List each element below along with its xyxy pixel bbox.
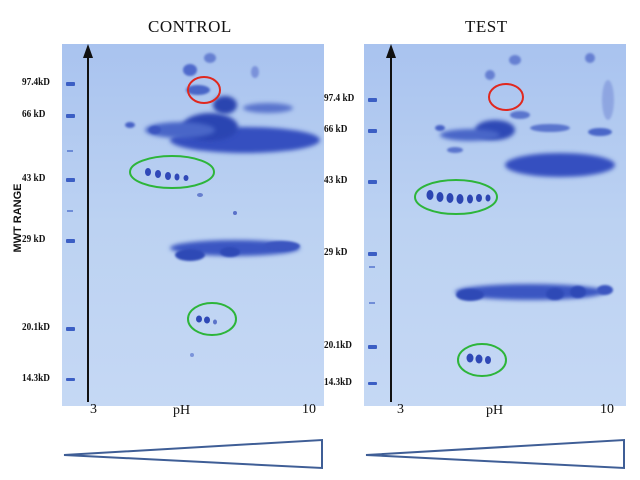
control-marker-label: 29 kD	[22, 234, 46, 245]
test-marker-label: 97.4 kD	[324, 93, 355, 104]
control-red-circle	[187, 76, 221, 104]
control-marker-label: 14.3kD	[22, 373, 50, 384]
control-gel	[62, 44, 324, 406]
control-title: CONTROL	[148, 17, 232, 36]
control-marker-label: 97.4kD	[22, 77, 50, 88]
test-red-circle	[488, 83, 524, 111]
control-ph-min: 3	[90, 402, 97, 417]
test-ph-label: pH	[486, 403, 504, 418]
control-20kd-spots	[196, 315, 217, 325]
control-marker-label: 66 kD	[22, 109, 46, 120]
control-43kd-spots	[145, 168, 237, 215]
control-marker-lane	[66, 82, 75, 381]
test-marker-label: 20.1kD	[324, 340, 352, 351]
control-ph-max: 10	[302, 402, 316, 417]
control-29kd-band	[170, 240, 300, 261]
control-green-circle-upper	[129, 155, 215, 189]
control-high-mw-spots	[125, 53, 320, 153]
control-ph-label: pH	[173, 403, 191, 418]
test-ph-min: 3	[397, 402, 404, 417]
test-29kd-band	[455, 284, 613, 301]
test-marker-label: 29 kD	[324, 247, 348, 258]
control-marker-label: 43 kD	[22, 173, 46, 184]
test-high-mw-spots	[435, 53, 615, 177]
control-green-circle-lower	[187, 302, 237, 336]
test-green-circle-upper	[414, 179, 498, 215]
control-marker-label: 20.1kD	[22, 322, 50, 333]
test-43kd-spots	[426, 190, 491, 204]
test-ph-gradient	[365, 438, 625, 470]
test-marker-label: 14.3kD	[324, 377, 352, 388]
test-ph-max: 10	[600, 402, 614, 417]
test-gel	[364, 44, 626, 406]
test-marker-label: 66 kD	[324, 124, 348, 135]
test-20kd-spots	[466, 353, 491, 364]
test-title: TEST	[465, 17, 508, 36]
test-marker-label: 43 kD	[324, 175, 348, 186]
test-marker-lane	[368, 98, 377, 385]
test-green-circle-lower	[457, 343, 507, 377]
control-ph-gradient	[63, 438, 323, 470]
